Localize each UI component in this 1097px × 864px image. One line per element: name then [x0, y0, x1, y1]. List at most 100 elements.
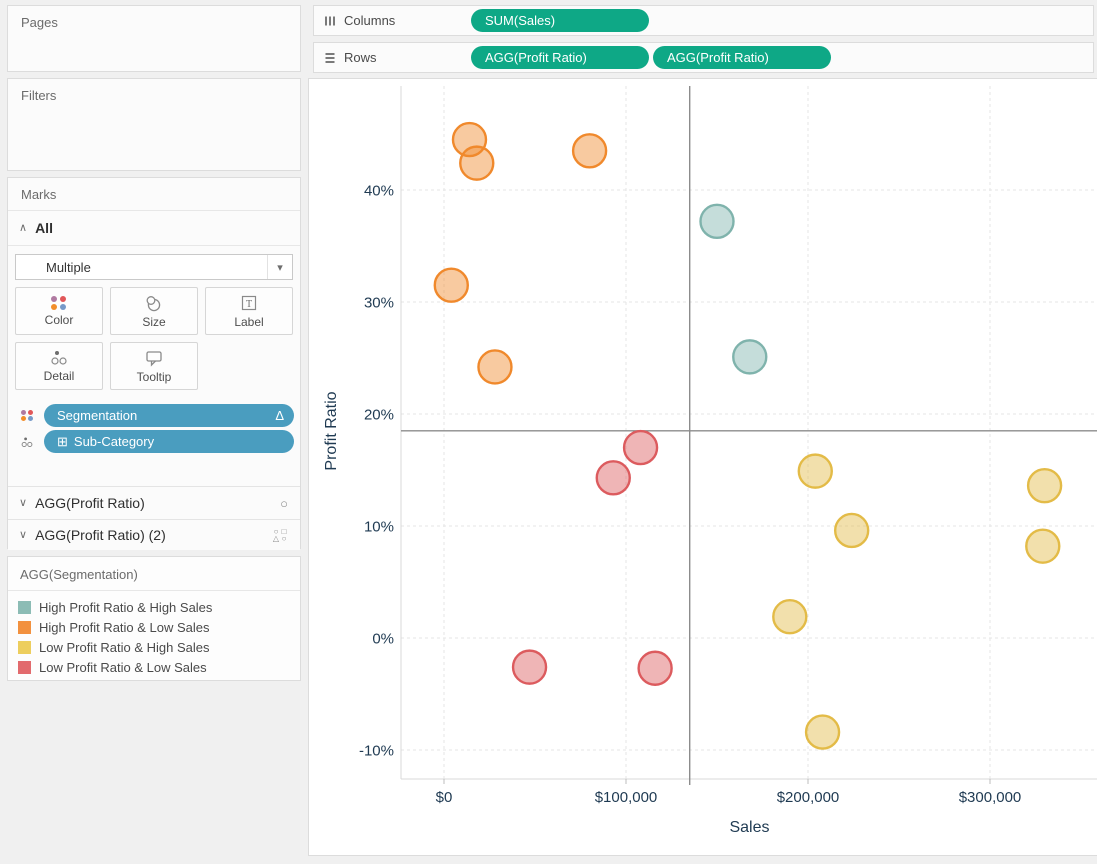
y-tick-label: 30%	[364, 295, 394, 312]
x-tick-label: $300,000	[959, 789, 1022, 806]
rows-icon	[324, 52, 336, 64]
data-point[interactable]	[732, 339, 768, 375]
legend-item-low-high[interactable]: Low Profit Ratio & High Sales	[18, 637, 300, 657]
x-tick-label: $0	[436, 789, 453, 806]
data-point[interactable]	[595, 460, 631, 496]
segmentation-pill-label: Segmentation	[57, 408, 138, 423]
collapse-chevron-icon[interactable]: ∧	[19, 221, 28, 234]
label-button[interactable]: T Label	[205, 287, 293, 335]
expand-box-icon[interactable]: ⊞	[57, 433, 68, 449]
expand-chevron-icon[interactable]: ∨	[19, 496, 28, 509]
data-point[interactable]	[622, 429, 659, 466]
scatter-plot: 40% 30% 20% 10% 0% -10% $0 $100,000 $200,000 $300…	[323, 86, 1097, 836]
agg-profit-ratio-pill-1[interactable]: AGG(Profit Ratio)	[471, 46, 649, 69]
marks-card-all-header[interactable]: ∧ All	[8, 211, 300, 246]
legend-item-label: Low Profit Ratio & High Sales	[39, 639, 210, 655]
legend-swatch	[18, 640, 31, 654]
svg-text:T: T	[246, 299, 252, 310]
marks-title: Marks	[21, 187, 57, 202]
data-point[interactable]	[459, 145, 495, 181]
x-tick-label: $200,000	[777, 789, 840, 806]
legend-swatch	[18, 660, 31, 674]
y-tick-label: 10%	[364, 519, 394, 536]
legend-item-label: Low Profit Ratio & Low Sales	[39, 659, 207, 675]
color-button[interactable]: Color	[15, 287, 103, 335]
y-tick-label: -10%	[359, 743, 394, 760]
label-button-label: Label	[234, 314, 264, 329]
shape-mark-icon: ○ □ △ ○	[272, 527, 287, 543]
agg-profit-ratio-2-card[interactable]: ∨ AGG(Profit Ratio) (2) ○ □ △ ○	[8, 519, 300, 550]
sub-category-pill[interactable]: ⊞ Sub-Category	[44, 430, 294, 453]
columns-icon	[324, 15, 336, 27]
legend-item-high-low[interactable]: High Profit Ratio & Low Sales	[18, 617, 300, 637]
legend-swatch	[18, 620, 31, 634]
marks-card-all-label: All	[35, 220, 53, 236]
scatter-plot-view[interactable]: 40% 30% 20% 10% 0% -10% $0 $100,000 $200,000 $300…	[308, 78, 1097, 856]
pages-shelf[interactable]: Pages	[7, 5, 301, 72]
data-point[interactable]	[451, 121, 488, 158]
x-axis-title: Sales	[729, 819, 769, 836]
agg-profit-ratio-pill-2-label: AGG(Profit Ratio)	[667, 50, 769, 65]
sum-sales-pill-label: SUM(Sales)	[485, 13, 556, 28]
data-point[interactable]	[797, 453, 833, 489]
circle-mark-icon: ○	[280, 495, 288, 511]
data-point[interactable]	[637, 650, 673, 686]
chevron-down-icon[interactable]: ▾	[267, 255, 292, 279]
data-point[interactable]	[571, 133, 608, 169]
mark-type-dropdown[interactable]: Multiple ▾	[15, 254, 293, 280]
tooltip-button-label: Tooltip	[136, 369, 172, 384]
columns-shelf-label: Columns	[344, 13, 396, 28]
pages-title: Pages	[21, 15, 58, 30]
color-button-label: Color	[44, 312, 74, 327]
data-point[interactable]	[833, 512, 870, 549]
legend-item-high-high[interactable]: High Profit Ratio & High Sales	[18, 597, 300, 617]
x-tick-label: $100,000	[595, 789, 658, 806]
data-point[interactable]	[433, 267, 469, 303]
rows-shelf-label: Rows	[344, 50, 377, 65]
label-icon: T	[241, 295, 257, 310]
size-button-label: Size	[142, 314, 166, 329]
y-tick-label: 40%	[364, 183, 394, 200]
agg-profit-ratio-pill-2[interactable]: AGG(Profit Ratio)	[653, 46, 831, 69]
agg-profit-ratio-card[interactable]: ∨ AGG(Profit Ratio) ○	[8, 486, 300, 519]
y-tick-label: 20%	[364, 407, 394, 424]
detail-button-label: Detail	[43, 369, 75, 383]
size-button[interactable]: Size	[110, 287, 198, 335]
data-point[interactable]	[804, 714, 841, 750]
data-point[interactable]	[772, 599, 808, 635]
data-point[interactable]	[1025, 528, 1061, 564]
color-icon	[51, 295, 67, 310]
filters-shelf[interactable]: Filters	[7, 78, 301, 171]
agg-profit-ratio-pill-1-label: AGG(Profit Ratio)	[485, 50, 587, 65]
columns-shelf[interactable]: Columns SUM(Sales)	[313, 5, 1094, 36]
agg-profit-ratio-label: AGG(Profit Ratio)	[35, 495, 145, 511]
size-icon	[146, 295, 161, 311]
legend-item-low-low[interactable]: Low Profit Ratio & Low Sales	[18, 657, 300, 677]
marks-title-row: Marks	[8, 178, 300, 210]
segmentation-pill[interactable]: Segmentation Δ	[44, 404, 294, 427]
data-point[interactable]	[511, 649, 548, 685]
filters-title: Filters	[21, 88, 57, 103]
detail-icon	[17, 436, 37, 448]
data-point[interactable]	[1026, 467, 1063, 504]
mark-type-value: Multiple	[46, 259, 91, 275]
tooltip-button[interactable]: Tooltip	[110, 342, 198, 390]
legend-item-label: High Profit Ratio & Low Sales	[39, 619, 210, 635]
detail-button[interactable]: Detail	[15, 342, 103, 390]
legend-title: AGG(Segmentation)	[8, 557, 300, 591]
data-point[interactable]	[477, 349, 513, 385]
marks-panel: Marks ∧ All Multiple ▾ Color Size T	[7, 177, 301, 550]
color-icon	[17, 410, 37, 421]
sub-category-pill-label: Sub-Category	[73, 434, 155, 449]
legend-swatch	[18, 600, 31, 614]
table-calc-delta-icon: Δ	[275, 408, 284, 423]
divider	[8, 210, 300, 211]
data-point[interactable]	[699, 203, 735, 240]
y-axis-title: Profit Ratio	[323, 391, 340, 470]
detail-icon	[51, 351, 67, 365]
rows-shelf[interactable]: Rows AGG(Profit Ratio) AGG(Profit Ratio)	[313, 42, 1094, 73]
legend-item-label: High Profit Ratio & High Sales	[39, 599, 213, 615]
expand-chevron-icon[interactable]: ∨	[19, 528, 28, 541]
y-tick-label: 0%	[372, 631, 394, 648]
sum-sales-pill[interactable]: SUM(Sales)	[471, 9, 649, 32]
